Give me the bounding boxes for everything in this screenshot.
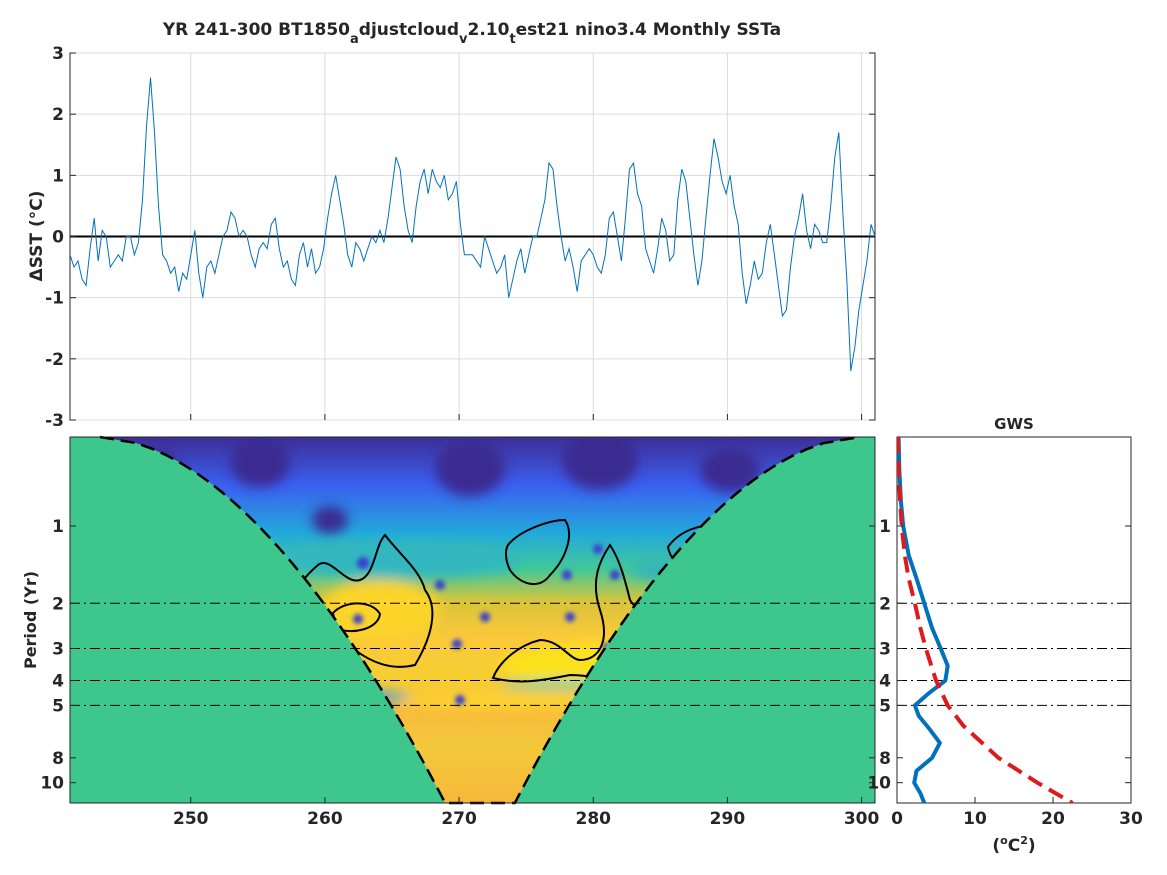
gws-significance-line bbox=[897, 437, 1074, 803]
wavelet-x-tick-label: 290 bbox=[710, 809, 746, 829]
sst-y-tick-label: -2 bbox=[45, 350, 64, 370]
chart-title: YR 241-300 BT1850adjustcloudv2.10test21 … bbox=[162, 20, 781, 47]
wavelet-y-axis-label: Period (Yr) bbox=[21, 571, 40, 669]
sst-y-tick-label: 3 bbox=[52, 44, 64, 64]
gws-x-tick-label: 20 bbox=[1041, 809, 1065, 829]
gws-series bbox=[897, 437, 1074, 803]
sst-y-axis-label: ΔSST (°C) bbox=[27, 191, 47, 282]
wavelet-y-tick-label: 8 bbox=[52, 749, 64, 769]
cone-of-influence bbox=[70, 437, 875, 803]
gws-x-tick-label: 0 bbox=[891, 809, 903, 829]
gws-x-axis-label: (oC2) bbox=[992, 834, 1035, 856]
sst-timeseries-panel: 3 2 1 0 -1 -2 -3 ΔSST (°C) bbox=[27, 44, 876, 431]
wavelet-y-tick-label: 2 bbox=[52, 594, 64, 614]
wavelet-y-tick-label: 3 bbox=[52, 639, 64, 659]
wavelet-plot-frame bbox=[69, 436, 876, 804]
gws-plot-area bbox=[896, 436, 1132, 804]
gws-y-tick-label: 10 bbox=[867, 774, 891, 794]
sst-series-line bbox=[70, 77, 875, 372]
wavelet-panel: 1 2 3 4 5 8 10 250 260 270 280 290 300 Period (Yr) bbox=[21, 435, 879, 829]
sst-y-tick-label: -3 bbox=[45, 411, 64, 431]
wavelet-y-tick-label: 10 bbox=[40, 774, 64, 794]
gws-y-tick-label: 8 bbox=[879, 749, 891, 769]
wavelet-x-tick-label: 270 bbox=[441, 809, 477, 829]
gws-x-tick-label: 30 bbox=[1119, 809, 1143, 829]
gws-y-tick-label: 5 bbox=[879, 696, 891, 716]
wavelet-x-tick-label: 260 bbox=[307, 809, 343, 829]
sst-y-tick-label: -1 bbox=[45, 289, 64, 309]
gws-reference-period-lines bbox=[897, 602, 1131, 706]
sst-y-ticks: 3 2 1 0 -1 -2 -3 bbox=[45, 44, 875, 431]
wavelet-x-tick-label: 250 bbox=[173, 809, 209, 829]
gws-x-tick-label: 10 bbox=[963, 809, 987, 829]
gws-title: GWS bbox=[994, 415, 1034, 433]
wavelet-x-tick-label: 300 bbox=[844, 809, 880, 829]
wavelet-x-tick-label: 280 bbox=[576, 809, 612, 829]
wavelet-ticks: 1 2 3 4 5 8 10 250 260 270 280 290 300 bbox=[40, 517, 879, 829]
gws-y-tick-label: 4 bbox=[879, 672, 891, 692]
wavelet-y-tick-label: 4 bbox=[52, 672, 64, 692]
wavelet-y-tick-label: 5 bbox=[52, 696, 64, 716]
gws-spectrum-line bbox=[897, 437, 950, 803]
wavelet-reference-period-lines bbox=[70, 602, 875, 706]
sst-y-tick-label: 2 bbox=[52, 105, 64, 125]
gws-y-tick-label: 1 bbox=[879, 517, 891, 537]
sst-y-tick-label: 0 bbox=[52, 228, 64, 248]
sst-y-tick-label: 1 bbox=[52, 166, 64, 186]
gws-y-tick-label: 2 bbox=[879, 594, 891, 614]
wavelet-y-tick-label: 1 bbox=[52, 517, 64, 537]
gws-y-tick-label: 3 bbox=[879, 639, 891, 659]
